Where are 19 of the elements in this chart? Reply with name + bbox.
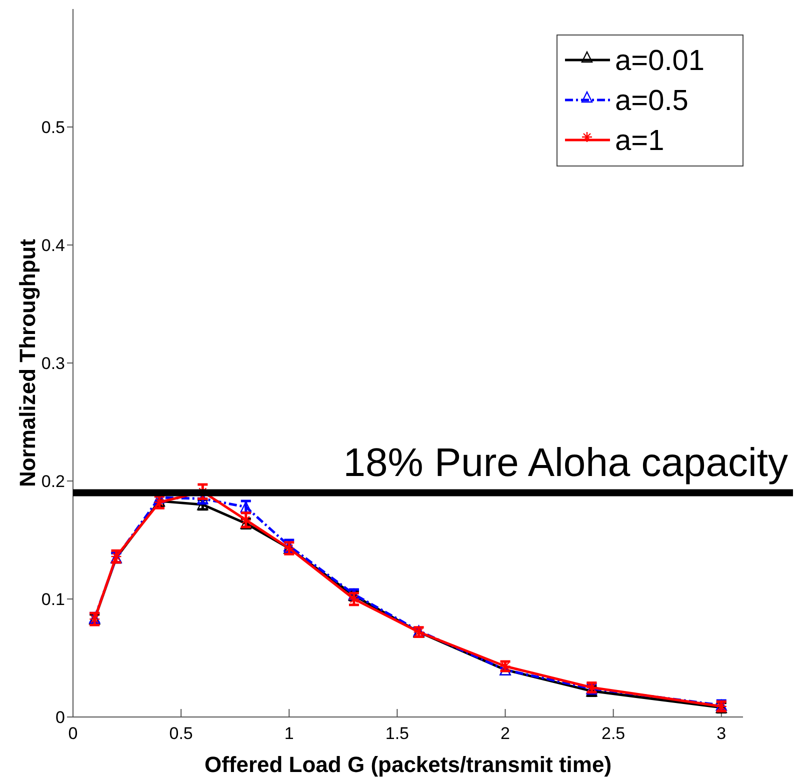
y-tick-label: 0	[56, 708, 65, 727]
x-tick-label: 0	[68, 724, 78, 743]
legend-label: a=1	[615, 125, 664, 157]
x-axis-title: Offered Load G (packets/transmit time)	[204, 752, 612, 777]
x-tick-label: 2	[500, 724, 510, 743]
y-tick-label: 0.3	[41, 354, 65, 373]
y-tick-label: 0.5	[41, 118, 65, 137]
x-tick-label: 2.5	[602, 724, 626, 743]
y-tick-label: 0.4	[41, 236, 65, 255]
y-tick-label: 0.1	[41, 590, 65, 609]
legend-label: a=0.5	[615, 85, 688, 117]
x-tick-label: 1	[284, 724, 294, 743]
legend-label: a=0.01	[615, 45, 705, 77]
y-tick-label: 0.2	[41, 472, 65, 491]
x-tick-label: 0.5	[169, 724, 193, 743]
y-axis-title: Normalized Throughput	[15, 238, 40, 488]
x-tick-label: 3	[716, 724, 726, 743]
x-tick-label: 1.5	[385, 724, 410, 743]
ref-line-label: 18% Pure Aloha capacity	[343, 440, 788, 485]
